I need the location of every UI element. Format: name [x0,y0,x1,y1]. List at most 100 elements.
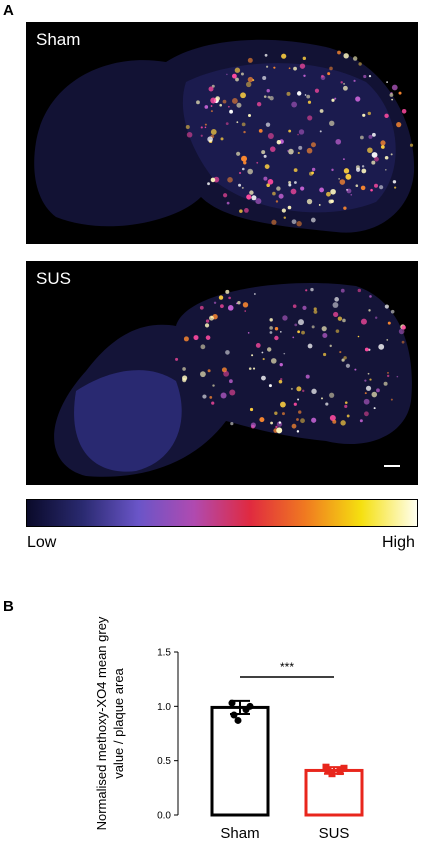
plaque-dot [360,318,367,325]
plaque-dot [269,96,274,101]
plaque-dot [329,415,336,422]
plaque-dot [294,181,297,184]
data-point [336,768,344,776]
plaque-dot [276,140,282,145]
plaque-dot [350,193,353,196]
plaque-dot [235,77,239,82]
plaque-dot [378,343,385,350]
plaque-dot [363,398,370,405]
data-point [234,716,242,724]
plaque-dot [262,357,265,361]
plaque-dot [239,209,243,213]
plaque-dot [291,219,297,225]
plaque-dot [380,145,385,149]
intensity-colorbar [26,499,418,527]
plaque-dot [292,336,295,339]
plaque-dot [361,165,365,168]
plaque-dot [205,319,210,323]
plaque-dot [373,407,376,410]
plaque-dot [380,140,386,146]
plaque-dot [200,344,206,350]
plaque-dot [335,329,340,333]
plaque-dot [401,109,407,114]
plaque-dot [313,310,318,314]
plaque-dot [229,109,233,114]
plaque-dot [278,421,282,424]
plaque-dot [269,326,273,330]
plaque-dot [288,183,292,187]
plaque-dot [346,188,352,194]
y-tick-label: 0.0 [157,811,171,822]
plaque-dot [362,113,366,117]
plaque-dot [361,168,367,174]
plaque-dot [238,171,242,175]
plaque-dot [344,401,348,404]
plaque-dot [281,53,287,59]
plaque-dot [205,335,211,340]
plaque-dot [259,417,265,423]
plaque-dot [390,153,393,156]
plaque-dot [297,330,301,334]
plaque-dot [302,389,305,393]
plaque-dot [236,102,242,108]
plaque-dot [227,305,234,311]
panel-a-letter: A [3,2,14,19]
plaque-dot [249,190,254,195]
plaque-dot [268,384,272,388]
plaque-dot [384,155,389,160]
plaque-dot [385,168,387,171]
plaque-dot [241,155,248,162]
data-point [328,770,336,778]
plaque-dot [243,130,246,134]
plaque-dot [310,287,314,292]
plaque-dot [226,201,230,205]
plaque-dot [374,316,378,319]
plaque-dot [270,358,277,364]
plaque-dot [401,340,405,344]
plaque-dot [364,347,369,352]
plaque-dot [369,378,372,381]
plaque-dot [291,423,297,429]
plaque-dot [303,74,306,77]
plaque-dot [280,401,286,408]
plaque-dot [263,95,267,98]
plaque-dot [236,151,241,156]
plaque-dot [274,335,279,341]
plaque-dot [386,374,390,378]
plaque-dot [225,350,230,355]
panel-b-letter: B [3,598,14,615]
plaque-dot [286,91,291,96]
plaque-dot [311,417,317,423]
plaque-dot [367,147,373,154]
plaque-dot [276,427,283,434]
plaque-dot [244,208,249,213]
sus-image-panel: SUS [26,261,418,485]
plaque-dot [343,206,347,210]
plaque-dot [360,185,366,191]
plaque-dot [306,147,313,154]
plaque-dot [364,392,367,395]
plaque-dot [297,151,300,155]
scale-bar [384,465,400,467]
sham-image-panel: Sham [26,22,418,244]
plaque-dot [329,344,332,348]
sham-brain-image [34,39,415,233]
plaque-dot [240,72,244,76]
plaque-dot [280,331,282,333]
plaque-dot [196,100,200,105]
plaque-dot [266,89,270,93]
plaque-dot [390,398,393,401]
plaque-dot [355,96,361,102]
plaque-dot [334,97,337,100]
plaque-dot [182,378,187,383]
plaque-dot [241,167,245,171]
plaque-dot [220,304,224,309]
plaque-dot [396,122,402,128]
plaque-dot [267,179,274,185]
plaque-dot [265,122,271,127]
plaque-dot [267,347,272,352]
plaque-dot [202,394,207,399]
plaque-dot [304,94,307,96]
plaque-dot [371,152,378,158]
plaque-dot [368,309,371,312]
